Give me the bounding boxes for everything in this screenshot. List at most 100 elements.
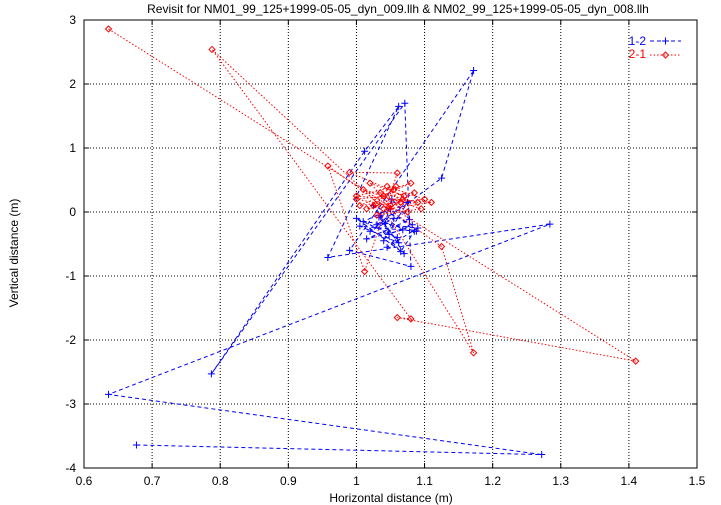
x-tick-label: 1.5 — [689, 474, 706, 488]
y-tick-label: -4 — [65, 461, 76, 475]
legend-label-2-1: 2-1 — [629, 47, 647, 61]
data-point-1-2 — [412, 227, 420, 235]
x-tick-label: 0.6 — [76, 474, 93, 488]
y-tick-label: 1 — [69, 141, 76, 155]
data-point-2-1 — [417, 205, 425, 213]
data-point-2-1 — [410, 189, 419, 197]
data-point-1-2 — [366, 227, 374, 235]
x-tick-label: 0.7 — [144, 474, 161, 488]
data-point-2-1 — [392, 182, 400, 191]
data-point-1-2 — [401, 99, 409, 107]
data-point-2-1 — [352, 192, 361, 200]
legend-label-1-2: 1-2 — [629, 34, 647, 48]
data-point-1-2 — [408, 221, 416, 229]
data-point-1-2 — [132, 441, 140, 449]
data-point-2-1 — [359, 185, 367, 194]
data-point-1-2 — [538, 451, 546, 459]
data-point-1-2 — [399, 226, 407, 234]
data-point-1-2 — [324, 253, 332, 261]
data-point-2-1 — [362, 205, 371, 213]
legend-marker-1-2 — [662, 37, 669, 45]
y-axis-ticks: -4 -3 -2 -1 0 1 2 3 — [65, 13, 697, 475]
data-point-1-2 — [390, 214, 398, 222]
data-point-1-2 — [352, 214, 360, 222]
y-tick-label: 3 — [69, 13, 76, 27]
x-axis-label: Horizontal distance (m) — [329, 491, 452, 505]
y-tick-label: -3 — [65, 397, 76, 411]
series-1-2 — [105, 67, 554, 459]
data-point-2-1 — [371, 200, 380, 209]
data-point-2-1 — [383, 182, 391, 191]
data-point-2-1 — [369, 201, 378, 210]
plot-frame — [83, 19, 698, 469]
x-tick-label: 1.4 — [621, 474, 638, 488]
x-tick-label: 0.9 — [280, 474, 297, 488]
data-point-2-1 — [427, 198, 436, 207]
data-point-2-1 — [345, 168, 354, 177]
data-point-2-1 — [393, 313, 402, 322]
data-point-2-1 — [469, 349, 478, 357]
data-point-2-1 — [360, 267, 369, 276]
data-point-1-2 — [395, 239, 403, 247]
data-point-2-1 — [407, 179, 415, 187]
y-tick-label: -1 — [65, 269, 76, 283]
data-point-2-1 — [414, 198, 422, 207]
y-tick-label: -2 — [65, 333, 76, 347]
data-point-2-1 — [420, 195, 429, 203]
data-point-2-1 — [400, 192, 408, 200]
x-tick-label: 1.2 — [484, 474, 501, 488]
data-point-2-1 — [407, 315, 415, 323]
data-point-2-1 — [437, 242, 446, 251]
legend: 1-2 2-1 — [629, 34, 681, 61]
data-point-2-1 — [376, 189, 384, 197]
data-point-2-1 — [356, 201, 364, 210]
data-point-2-1 — [631, 357, 640, 365]
x-tick-label: 1.3 — [552, 474, 569, 488]
data-point-1-2 — [105, 390, 113, 398]
data-point-1-2 — [395, 102, 403, 110]
data-point-1-2 — [383, 243, 391, 251]
data-point-2-1 — [393, 169, 402, 177]
data-point-1-2 — [207, 370, 215, 378]
data-point-1-2 — [373, 221, 381, 229]
data-point-2-1 — [352, 195, 361, 203]
y-tick-label: 0 — [69, 205, 76, 219]
data-point-1-2 — [438, 174, 446, 182]
y-tick-label: 2 — [69, 77, 76, 91]
data-point-1-2 — [407, 262, 415, 270]
x-axis-ticks: 0.6 0.7 0.8 0.9 1 1.1 1.2 1.3 1.4 1.5 — [76, 20, 706, 488]
data-point-2-1 — [386, 201, 395, 210]
series-2-1 — [104, 25, 640, 365]
data-point-2-1 — [379, 205, 388, 213]
series-line-1-2 — [106, 70, 551, 456]
data-point-1-2 — [470, 67, 478, 75]
y-axis-label: Vertical distance (m) — [7, 199, 21, 308]
series-line-2-1 — [108, 28, 636, 362]
chart-title: Revisit for NM01_99_125+1999-05-05_dyn_0… — [147, 2, 649, 16]
data-point-2-1 — [385, 205, 393, 213]
x-tick-label: 0.8 — [212, 474, 229, 488]
legend-marker-2-1 — [661, 51, 670, 59]
data-point-2-1 — [390, 185, 398, 194]
grid — [84, 20, 697, 468]
data-point-2-1 — [324, 162, 332, 170]
data-point-2-1 — [104, 25, 113, 33]
data-point-2-1 — [366, 179, 374, 187]
data-point-2-1 — [399, 195, 407, 203]
data-point-1-2 — [363, 235, 371, 243]
x-tick-label: 1.1 — [416, 474, 433, 488]
data-point-1-2 — [346, 246, 354, 254]
data-point-1-2 — [361, 147, 369, 155]
data-point-1-2 — [380, 237, 388, 245]
x-tick-label: 1 — [353, 474, 360, 488]
data-point-1-2 — [400, 250, 408, 258]
data-point-1-2 — [393, 234, 401, 242]
data-point-2-1 — [208, 45, 216, 54]
data-point-1-2 — [546, 220, 554, 228]
data-point-1-2 — [359, 218, 367, 226]
data-point-1-2 — [385, 230, 393, 238]
data-point-1-2 — [356, 222, 364, 230]
data-point-2-1 — [373, 211, 381, 219]
data-point-2-1 — [403, 208, 412, 216]
